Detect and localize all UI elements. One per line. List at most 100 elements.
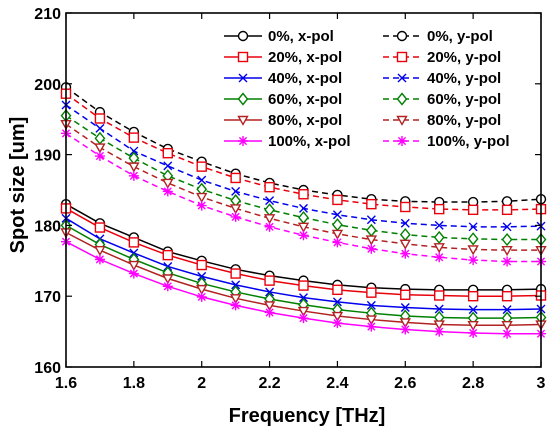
data-point (365, 315, 378, 326)
data-point (94, 151, 105, 162)
data-point (265, 287, 275, 297)
legend-marker (238, 136, 248, 146)
data-point (264, 307, 275, 318)
legend-marker (396, 115, 408, 126)
y-tick-label: 190 (34, 148, 61, 165)
data-point (298, 313, 309, 324)
data-point (95, 123, 105, 133)
data-point (196, 200, 207, 211)
data-point (434, 290, 445, 301)
data-point (229, 294, 242, 305)
legend-entry: 80%, y-pol (383, 112, 501, 129)
x-tick-label: 2.8 (462, 375, 484, 392)
data-point (128, 162, 140, 173)
data-point (94, 245, 106, 257)
y-tick-label: 160 (34, 360, 61, 377)
data-point (501, 232, 513, 247)
legend-label: 40%, y-pol (427, 70, 501, 87)
legend-marker (396, 51, 408, 63)
data-point (94, 254, 105, 265)
data-point (230, 172, 241, 184)
legend-marker (396, 92, 408, 106)
legend-label: 60%, x-pol (268, 91, 342, 108)
data-point (468, 255, 479, 266)
x-tick-label: 1.6 (55, 375, 77, 392)
data-point (400, 201, 411, 213)
series-8 (61, 100, 546, 232)
data-point (502, 222, 512, 232)
data-point (332, 218, 343, 232)
data-point (366, 198, 377, 210)
data-point (229, 204, 242, 215)
data-point (197, 175, 207, 185)
plot-area (60, 82, 547, 339)
legend-entry: 0%, y-pol (383, 28, 493, 45)
data-point (501, 196, 513, 207)
data-point (162, 186, 173, 197)
legend-marker (238, 73, 248, 83)
data-point (332, 237, 343, 248)
x-tick-label: 2.4 (326, 375, 348, 392)
data-point (501, 245, 513, 257)
data-point (332, 210, 342, 220)
legend-entry: 40%, x-pol (224, 70, 342, 87)
data-point (230, 300, 241, 311)
data-point (264, 203, 275, 217)
data-point (128, 132, 140, 143)
data-point (128, 268, 139, 279)
data-point (265, 196, 275, 206)
y-axis-label: Spot size [um] (7, 117, 29, 254)
data-point (434, 203, 445, 215)
legend-marker (237, 51, 249, 63)
legend-label: 100%, x-pol (268, 133, 351, 150)
data-point (197, 271, 207, 281)
y-tick-label: 170 (34, 289, 61, 306)
legend-entry: 20%, x-pol (224, 49, 342, 66)
x-tick-label: 1.8 (123, 375, 145, 392)
data-point (468, 328, 479, 339)
data-point (264, 275, 275, 286)
y-tick-label: 180 (34, 218, 61, 235)
data-point (501, 204, 513, 216)
legend-label: 60%, y-pol (427, 91, 501, 108)
data-point (467, 321, 479, 332)
data-point (298, 280, 309, 291)
plot-frame (65, 12, 542, 368)
legend-entry: 0%, x-pol (224, 28, 334, 45)
data-point (299, 203, 308, 213)
data-point (434, 220, 444, 230)
legend-label: 100%, y-pol (427, 133, 510, 150)
data-point (468, 305, 478, 315)
legend-label: 80%, y-pol (427, 112, 501, 129)
data-point (331, 229, 344, 240)
data-point (332, 318, 343, 329)
data-point (400, 303, 410, 313)
x-tick-label: 2.2 (258, 375, 280, 392)
data-point (298, 230, 309, 241)
data-point (366, 287, 377, 298)
legend-label: 0%, y-pol (427, 28, 493, 45)
legend-label: 20%, y-pol (427, 49, 501, 66)
data-point (400, 248, 411, 259)
data-point (230, 211, 241, 222)
legend-label: 0%, x-pol (268, 28, 334, 45)
data-point (332, 194, 343, 206)
data-point (400, 324, 411, 335)
legend-marker (397, 136, 407, 146)
data-point (501, 321, 513, 332)
data-point (231, 186, 241, 196)
data-point (365, 235, 378, 246)
y-tick-label: 200 (34, 77, 61, 94)
data-point (467, 291, 479, 302)
data-point (433, 243, 445, 254)
data-point (332, 297, 342, 307)
data-point (264, 181, 275, 193)
series-1 (60, 203, 547, 302)
x-axis-label: Frequency [THz] (229, 405, 386, 427)
legend-entry: 100%, y-pol (383, 133, 510, 150)
legend-marker (237, 92, 249, 106)
data-point (231, 280, 241, 290)
data-point (263, 301, 276, 312)
data-point (128, 237, 140, 248)
